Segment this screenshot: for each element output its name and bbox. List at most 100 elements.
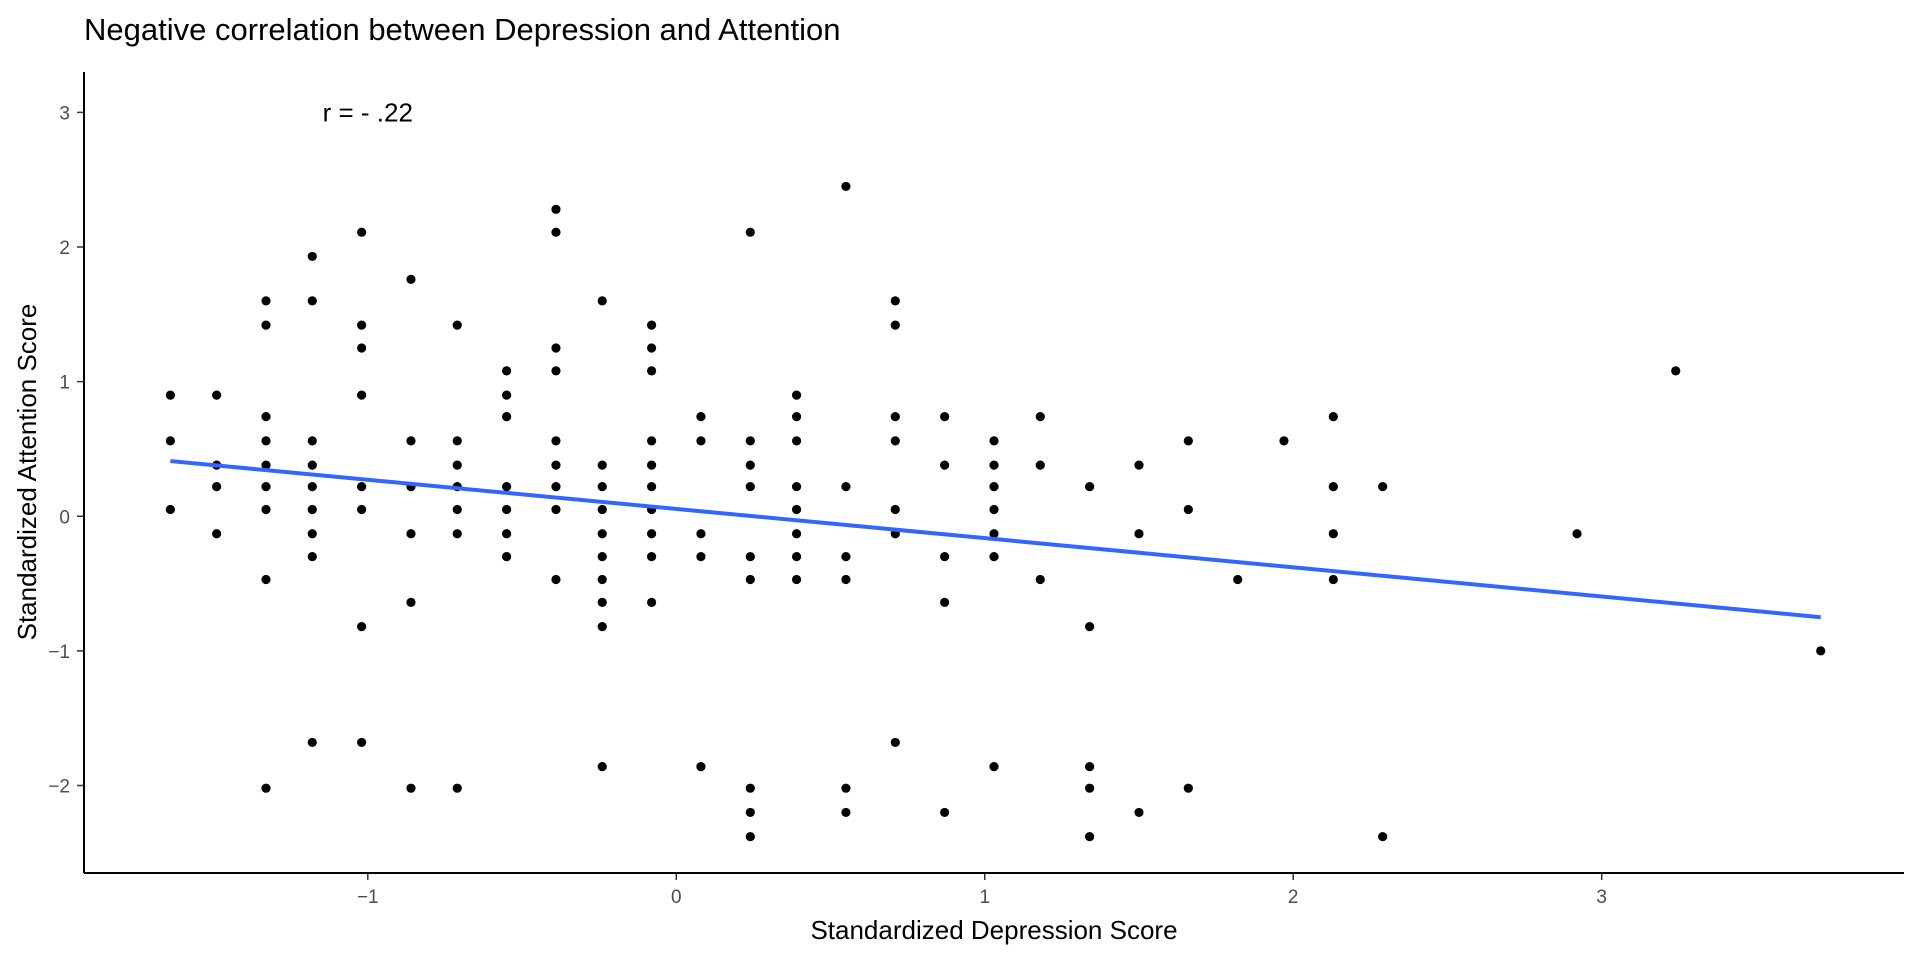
data-point — [646, 460, 657, 470]
data-point — [1671, 366, 1681, 376]
data-point — [646, 366, 657, 376]
data-point — [502, 482, 512, 492]
data-point — [597, 482, 607, 492]
data-point — [307, 482, 317, 492]
data-point — [307, 460, 317, 470]
data-point — [212, 390, 222, 400]
data-point — [357, 343, 367, 353]
data-point — [646, 529, 657, 539]
data-point — [357, 504, 367, 515]
data-point — [791, 436, 802, 446]
data-point — [452, 320, 462, 330]
data-point — [551, 204, 561, 214]
data-point — [745, 832, 755, 842]
data-point — [745, 227, 755, 237]
data-point — [597, 574, 607, 585]
data-point — [261, 436, 271, 446]
data-point — [406, 783, 416, 793]
data-point — [696, 762, 706, 772]
data-point — [212, 529, 222, 539]
data-point — [841, 552, 851, 562]
data-point — [1035, 460, 1045, 470]
data-point — [646, 436, 657, 446]
data-point — [307, 251, 317, 262]
data-point — [940, 807, 950, 818]
data-point — [1328, 412, 1338, 422]
data-point — [551, 574, 561, 585]
y-tick-label: −2 — [48, 776, 70, 797]
data-point — [890, 436, 900, 446]
data-point — [502, 390, 512, 400]
data-point — [989, 529, 999, 539]
data-point — [261, 460, 271, 470]
data-point — [307, 504, 317, 515]
data-point — [1035, 412, 1045, 422]
data-point — [696, 436, 706, 446]
data-point — [890, 320, 900, 330]
data-point — [261, 574, 271, 585]
data-point — [745, 783, 755, 793]
data-point — [357, 622, 367, 632]
data-point — [551, 482, 561, 492]
data-point — [1134, 460, 1144, 470]
data-point — [791, 552, 802, 562]
data-point — [1183, 436, 1193, 446]
data-point — [502, 504, 512, 515]
data-point — [1183, 504, 1193, 515]
data-point — [406, 529, 416, 539]
data-point — [890, 737, 900, 748]
data-point — [261, 296, 271, 306]
data-point — [646, 482, 657, 492]
data-point — [452, 504, 462, 515]
data-point — [1378, 482, 1388, 492]
data-point — [261, 783, 271, 793]
chart-title: Negative correlation between Depression … — [84, 12, 841, 47]
data-point — [745, 552, 755, 562]
data-point — [989, 460, 999, 470]
data-point — [791, 390, 802, 400]
data-point — [502, 552, 512, 562]
data-point — [357, 320, 367, 330]
axis-ticks: −1 0 1 2 3 −2 −1 0 1 2 3 — [48, 103, 1607, 908]
data-point — [1085, 622, 1095, 632]
data-point — [406, 274, 416, 284]
data-point — [597, 762, 607, 772]
y-tick-label: 0 — [59, 507, 70, 528]
data-point — [551, 436, 561, 446]
data-point — [165, 504, 175, 515]
data-point — [791, 412, 802, 422]
data-point — [646, 320, 657, 330]
data-point — [841, 807, 851, 818]
data-point — [989, 762, 999, 772]
data-point — [357, 227, 367, 237]
x-tick-label: 0 — [671, 887, 682, 908]
data-point — [212, 482, 222, 492]
data-point — [307, 737, 317, 748]
correlation-annotation: r = - .22 — [323, 97, 413, 127]
x-axis-label: Standardized Depression Score — [810, 915, 1177, 945]
data-point — [989, 436, 999, 446]
data-point — [1085, 783, 1095, 793]
data-point — [1134, 529, 1144, 539]
data-point — [1816, 646, 1826, 656]
data-point — [357, 482, 367, 492]
data-point — [890, 296, 900, 306]
data-point — [307, 529, 317, 539]
data-point — [261, 482, 271, 492]
data-point — [989, 482, 999, 492]
y-axis-label: Standardized Attention Score — [12, 304, 42, 641]
data-point — [1085, 482, 1095, 492]
data-point — [989, 552, 999, 562]
data-point — [841, 181, 851, 192]
data-point — [791, 574, 802, 585]
data-point — [745, 574, 755, 585]
data-point — [1572, 529, 1582, 539]
y-tick-label: 1 — [59, 373, 70, 394]
data-point — [696, 529, 706, 539]
data-point — [261, 412, 271, 422]
data-point — [452, 783, 462, 793]
data-point — [1183, 783, 1193, 793]
data-point — [841, 783, 851, 793]
data-point — [551, 366, 561, 376]
